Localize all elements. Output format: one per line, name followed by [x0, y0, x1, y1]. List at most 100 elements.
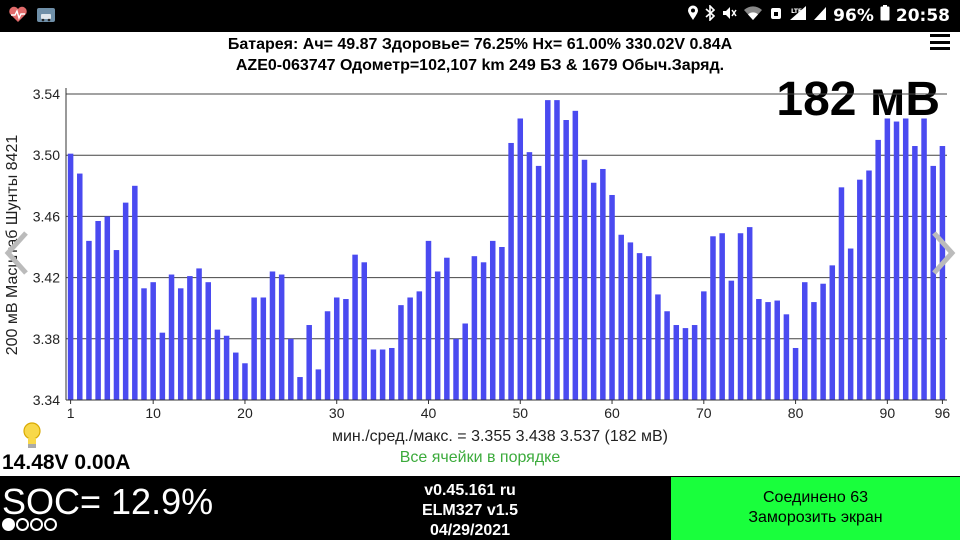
x-tick-label: 30 — [329, 405, 345, 421]
cell-bar — [875, 139, 881, 400]
battery-icon — [880, 5, 890, 26]
cell-bar — [113, 250, 120, 400]
cell-bar — [251, 297, 257, 400]
cell-bar — [930, 165, 936, 400]
connection-status: Соединено 63 — [763, 489, 868, 506]
version-info: v0.45.161 ru ELM327 v1.5 04/29/2021 — [370, 481, 570, 541]
cell-bar — [389, 347, 395, 400]
cell-bar — [288, 338, 294, 400]
cell-bar — [581, 159, 588, 400]
mute-icon — [721, 5, 737, 26]
x-tick-label: 70 — [696, 405, 712, 421]
x-tick-label: 60 — [604, 405, 620, 421]
cell-bar — [407, 297, 413, 400]
cell-bar — [746, 227, 753, 400]
page-dot[interactable] — [44, 518, 57, 531]
car-photo-icon — [36, 6, 56, 24]
cell-bar — [86, 240, 92, 400]
cell-bar — [278, 274, 285, 400]
right-arrow-icon[interactable] — [928, 228, 958, 278]
y-tick-label: 3.34 — [33, 392, 60, 408]
cell-bar — [223, 335, 230, 400]
y-tick-label: 3.54 — [33, 86, 60, 102]
cell-bar — [600, 168, 606, 400]
cell-bar — [177, 288, 184, 400]
cell-bar — [260, 297, 267, 400]
cell-bar — [866, 170, 872, 400]
page-dot[interactable] — [16, 518, 29, 531]
signal-icon-2 — [813, 5, 827, 26]
signal-icon: LTE — [789, 5, 807, 26]
cell-bar — [297, 377, 303, 400]
page-dot-active[interactable] — [2, 518, 15, 531]
build-date: 04/29/2021 — [429, 522, 511, 539]
cell-bar — [563, 120, 569, 400]
cell-bar — [187, 276, 193, 400]
cell-bar — [214, 329, 221, 400]
cell-bar — [554, 100, 560, 401]
android-status-bar: LTE 96% 20:58 — [0, 0, 960, 32]
freeze-screen-button[interactable]: Соединено 63 Заморозить экран — [671, 477, 960, 540]
cell-bar — [691, 325, 698, 400]
cell-bar — [453, 338, 459, 400]
location-icon — [687, 5, 699, 26]
cell-bar — [333, 297, 340, 400]
cell-bar — [572, 110, 579, 400]
cell-bar — [370, 349, 377, 400]
cell-bar — [728, 280, 735, 400]
cell-bar — [480, 262, 487, 400]
lightbulb-icon[interactable] — [22, 422, 42, 456]
cell-bar — [756, 299, 762, 400]
cell-bar — [939, 146, 946, 400]
battery-percent: 96% — [833, 5, 874, 26]
cell-bar — [765, 302, 771, 400]
cell-bar — [77, 173, 83, 400]
cell-bar — [269, 271, 276, 400]
cell-bar — [902, 118, 909, 401]
battery-summary-line: Батарея: Ач= 49.87 Здоровье= 76.25% Hx= … — [227, 36, 733, 53]
cell-bar — [324, 311, 331, 400]
x-tick-label: 40 — [421, 405, 437, 421]
cell-bar — [132, 185, 138, 400]
cell-bar — [838, 187, 845, 400]
y-tick-label: 3.42 — [33, 270, 60, 286]
cell-bar — [499, 247, 505, 400]
cell-bar — [141, 288, 147, 400]
left-arrow-icon[interactable] — [2, 228, 32, 278]
cell-bar — [343, 299, 349, 400]
cell-bar — [196, 268, 202, 400]
cell-bar — [921, 118, 927, 401]
freeze-screen-label: Заморозить экран — [748, 509, 883, 526]
cells-status: Все ячейки в порядке — [0, 449, 960, 467]
cell-bar — [545, 100, 551, 401]
aux-battery-voltage: 14.48V 0.00A — [2, 451, 131, 474]
cell-bar — [517, 118, 524, 401]
cell-voltage-spread: 182 мВ — [776, 73, 940, 126]
cell-bar — [233, 352, 239, 400]
x-tick-label: 80 — [788, 405, 804, 421]
cells-status-text: Все ячейки в порядке — [399, 449, 561, 466]
cell-bar — [802, 282, 808, 400]
cell-bar — [489, 240, 496, 400]
cell-bar — [205, 282, 211, 400]
menu-icon[interactable] — [930, 34, 950, 50]
state-of-charge: SOC= 12.9% — [2, 481, 214, 522]
cell-bar — [462, 323, 468, 400]
cell-bar — [811, 302, 817, 400]
x-tick-label: 96 — [935, 405, 951, 421]
cell-bar — [150, 282, 156, 400]
x-tick-label: 20 — [237, 405, 253, 421]
page-indicator[interactable] — [2, 518, 57, 531]
cell-bar — [95, 220, 101, 400]
cell-bar — [104, 216, 111, 400]
cell-bar — [242, 363, 248, 400]
cell-bar — [352, 254, 358, 400]
x-tick-label: 90 — [880, 405, 896, 421]
cell-bar — [847, 248, 854, 400]
cell-bar — [719, 233, 725, 400]
cell-bar — [609, 194, 615, 400]
battery-header: Батарея: Ач= 49.87 Здоровье= 76.25% Hx= … — [0, 34, 960, 76]
page-dot[interactable] — [30, 518, 43, 531]
cell-bar — [159, 332, 166, 400]
y-tick-label: 3.46 — [33, 208, 60, 224]
